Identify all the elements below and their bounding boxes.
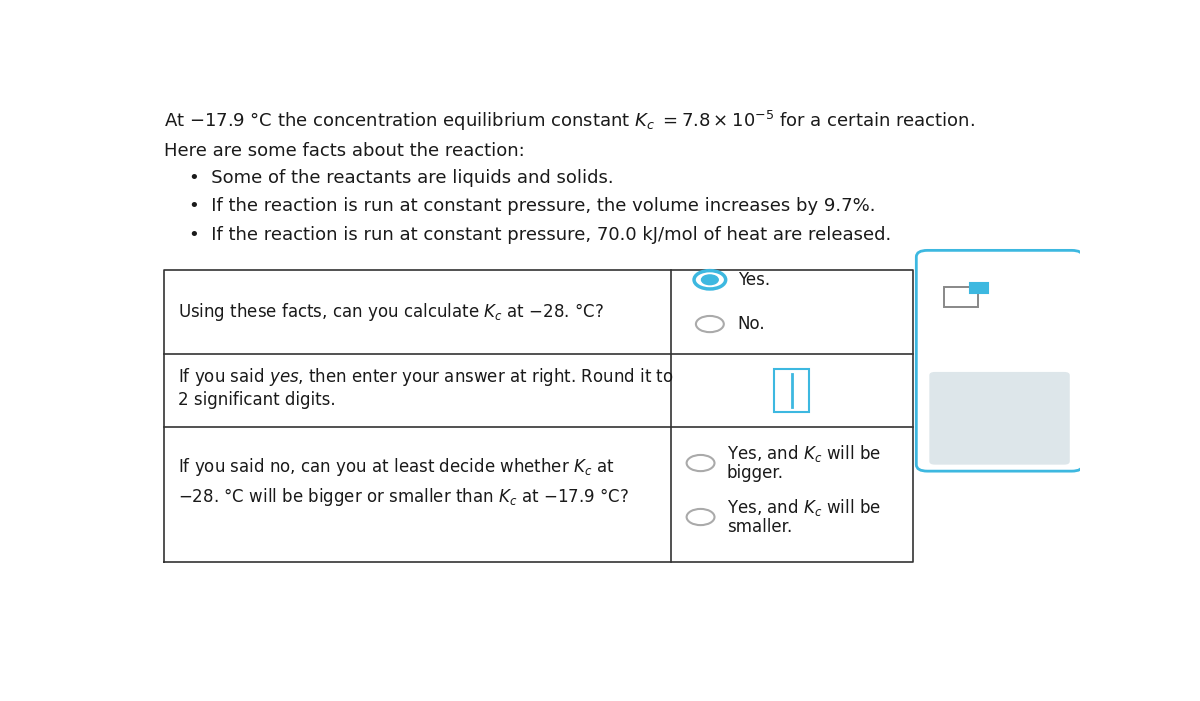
Text: ×: × xyxy=(942,405,965,431)
Text: At $-$17.9 °C the concentration equilibrium constant $K_c$ $= 7.8 \times 10^{-5}: At $-$17.9 °C the concentration equilibr… xyxy=(164,109,974,132)
Text: Using these facts, can you calculate $K_c$ at $-$28. °C?: Using these facts, can you calculate $K_… xyxy=(178,301,604,323)
Text: bigger.: bigger. xyxy=(727,464,784,482)
Text: 2 significant digits.: 2 significant digits. xyxy=(178,391,336,409)
Text: Here are some facts about the reaction:: Here are some facts about the reaction: xyxy=(164,142,524,160)
Text: x10: x10 xyxy=(983,294,1008,308)
Text: ?: ? xyxy=(1039,405,1054,431)
Text: Yes.: Yes. xyxy=(738,271,770,289)
Text: Yes, and $K_c$ will be: Yes, and $K_c$ will be xyxy=(727,443,881,464)
Text: If you said $\mathit{yes}$, then enter your answer at right. Round it to: If you said $\mathit{yes}$, then enter y… xyxy=(178,366,673,388)
Text: If you said no, can you at least decide whether $K_c$ at: If you said no, can you at least decide … xyxy=(178,456,614,478)
FancyBboxPatch shape xyxy=(971,283,988,293)
Text: ↺: ↺ xyxy=(989,405,1012,431)
Text: Yes, and $K_c$ will be: Yes, and $K_c$ will be xyxy=(727,497,881,518)
Text: •  If the reaction is run at constant pressure, 70.0 kJ/mol of heat are released: • If the reaction is run at constant pre… xyxy=(190,226,892,244)
Text: •  Some of the reactants are liquids and solids.: • Some of the reactants are liquids and … xyxy=(190,169,613,187)
Circle shape xyxy=(702,275,719,285)
FancyBboxPatch shape xyxy=(774,369,809,412)
Text: No.: No. xyxy=(738,315,766,333)
Text: smaller.: smaller. xyxy=(727,518,792,536)
FancyBboxPatch shape xyxy=(944,287,978,306)
Text: •  If the reaction is run at constant pressure, the volume increases by 9.7%.: • If the reaction is run at constant pre… xyxy=(190,198,876,215)
Text: $-$28. °C will be bigger or smaller than $K_c$ at $-$17.9 °C?: $-$28. °C will be bigger or smaller than… xyxy=(178,486,629,508)
FancyBboxPatch shape xyxy=(917,250,1082,471)
FancyBboxPatch shape xyxy=(929,372,1069,465)
